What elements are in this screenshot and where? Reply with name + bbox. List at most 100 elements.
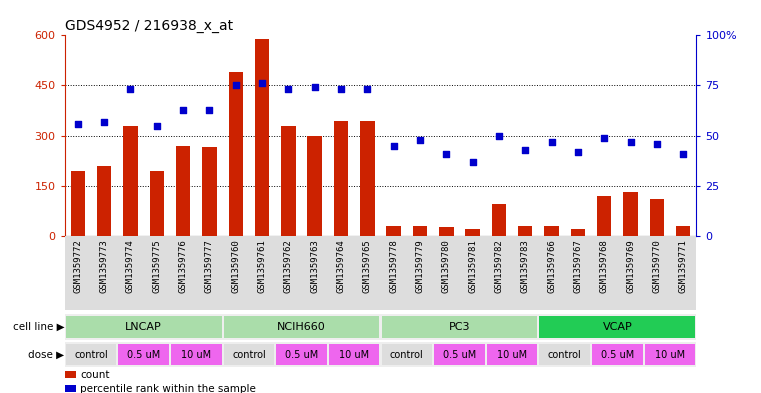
Text: GSM1359779: GSM1359779: [416, 239, 425, 293]
Text: GSM1359781: GSM1359781: [468, 239, 477, 293]
Point: [387, 142, 400, 149]
Point: [72, 120, 84, 127]
Point: [546, 138, 558, 145]
Point: [309, 84, 321, 91]
Text: control: control: [74, 350, 108, 360]
Point: [151, 122, 163, 129]
Bar: [518, 226, 533, 236]
Text: GSM1359771: GSM1359771: [679, 239, 688, 293]
Text: control: control: [232, 350, 266, 360]
Text: 10 uM: 10 uM: [181, 350, 212, 360]
Text: 0.5 uM: 0.5 uM: [127, 350, 161, 360]
Bar: [150, 171, 164, 236]
Bar: [597, 196, 611, 236]
Bar: [123, 125, 138, 236]
Point: [677, 151, 689, 157]
Point: [177, 107, 189, 113]
Point: [598, 134, 610, 141]
Text: GSM1359774: GSM1359774: [126, 239, 135, 293]
FancyBboxPatch shape: [119, 344, 169, 365]
FancyBboxPatch shape: [224, 344, 274, 365]
Bar: [412, 226, 427, 236]
Text: GSM1359763: GSM1359763: [310, 239, 319, 293]
Text: control: control: [390, 350, 424, 360]
Point: [414, 136, 426, 143]
Text: LNCAP: LNCAP: [126, 322, 162, 332]
Bar: [544, 226, 559, 236]
Point: [651, 140, 663, 147]
Bar: [97, 165, 111, 236]
Text: 10 uM: 10 uM: [655, 350, 685, 360]
Point: [335, 86, 347, 93]
FancyBboxPatch shape: [381, 344, 432, 365]
FancyBboxPatch shape: [276, 344, 326, 365]
Text: PC3: PC3: [449, 322, 470, 332]
Text: GSM1359767: GSM1359767: [573, 239, 582, 293]
Text: GSM1359762: GSM1359762: [284, 239, 293, 293]
Point: [361, 86, 374, 93]
Point: [98, 118, 110, 125]
Text: 10 uM: 10 uM: [339, 350, 369, 360]
Bar: [676, 226, 690, 236]
Text: GSM1359770: GSM1359770: [652, 239, 661, 293]
FancyBboxPatch shape: [540, 316, 696, 338]
Bar: [571, 229, 585, 236]
Bar: [439, 228, 454, 236]
FancyBboxPatch shape: [381, 316, 537, 338]
Text: GDS4952 / 216938_x_at: GDS4952 / 216938_x_at: [65, 19, 233, 33]
Text: GSM1359768: GSM1359768: [600, 239, 609, 293]
Bar: [255, 39, 269, 236]
Text: GSM1359780: GSM1359780: [442, 239, 451, 293]
Point: [256, 80, 268, 86]
Text: GSM1359765: GSM1359765: [363, 239, 372, 293]
Text: VCAP: VCAP: [603, 322, 632, 332]
FancyBboxPatch shape: [487, 344, 537, 365]
Text: 0.5 uM: 0.5 uM: [443, 350, 476, 360]
Text: 0.5 uM: 0.5 uM: [600, 350, 634, 360]
Text: 0.5 uM: 0.5 uM: [285, 350, 318, 360]
Point: [572, 149, 584, 155]
FancyBboxPatch shape: [171, 344, 221, 365]
Bar: [71, 171, 85, 236]
Text: cell line ▶: cell line ▶: [12, 322, 64, 332]
Point: [124, 86, 136, 93]
Bar: [650, 199, 664, 236]
FancyBboxPatch shape: [65, 316, 221, 338]
Point: [440, 151, 452, 157]
Text: control: control: [548, 350, 581, 360]
FancyBboxPatch shape: [224, 316, 380, 338]
Bar: [176, 145, 190, 236]
FancyBboxPatch shape: [65, 344, 116, 365]
Text: GSM1359778: GSM1359778: [389, 239, 398, 293]
Point: [203, 107, 215, 113]
Text: GSM1359782: GSM1359782: [495, 239, 504, 293]
Text: 10 uM: 10 uM: [497, 350, 527, 360]
Bar: [492, 204, 506, 236]
Bar: [466, 229, 480, 236]
Bar: [387, 226, 401, 236]
Bar: [65, 371, 76, 378]
Text: GSM1359761: GSM1359761: [257, 239, 266, 293]
Point: [282, 86, 295, 93]
Text: GSM1359772: GSM1359772: [73, 239, 82, 293]
Bar: [202, 147, 217, 236]
Point: [493, 132, 505, 139]
FancyBboxPatch shape: [435, 344, 485, 365]
Point: [625, 138, 637, 145]
Text: GSM1359776: GSM1359776: [179, 239, 188, 293]
Text: GSM1359775: GSM1359775: [152, 239, 161, 293]
Point: [230, 82, 242, 88]
Text: GSM1359769: GSM1359769: [626, 239, 635, 293]
Text: GSM1359764: GSM1359764: [336, 239, 345, 293]
Text: count: count: [81, 369, 110, 380]
FancyBboxPatch shape: [540, 344, 590, 365]
Text: NCIH660: NCIH660: [277, 322, 326, 332]
Bar: [360, 121, 374, 236]
FancyBboxPatch shape: [592, 344, 642, 365]
Text: GSM1359760: GSM1359760: [231, 239, 240, 293]
Bar: [307, 136, 322, 236]
Point: [466, 158, 479, 165]
Bar: [623, 192, 638, 236]
Bar: [228, 72, 243, 236]
Text: GSM1359777: GSM1359777: [205, 239, 214, 293]
